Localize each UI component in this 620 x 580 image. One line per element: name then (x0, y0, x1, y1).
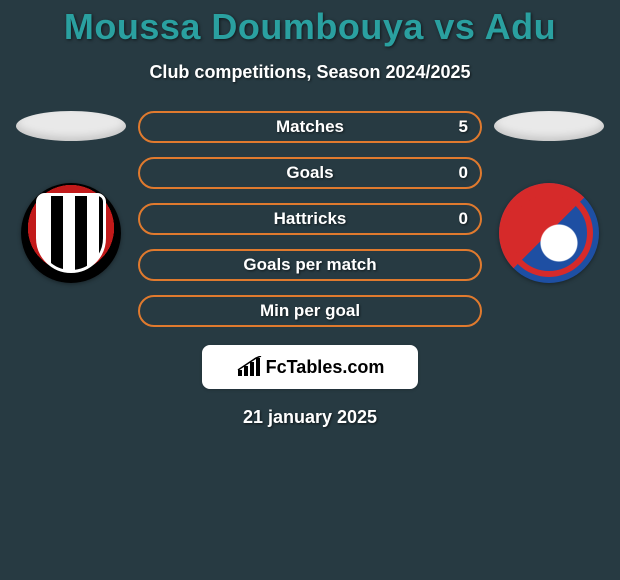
bar-chart-icon (236, 356, 262, 378)
stat-label: Goals (286, 163, 333, 183)
fctables-logo-text: FcTables.com (266, 357, 385, 378)
stat-right-value: 0 (459, 163, 468, 183)
stat-row-goals-per-match: Goals per match (138, 249, 482, 281)
subtitle: Club competitions, Season 2024/2025 (0, 62, 620, 83)
stat-label: Matches (276, 117, 344, 137)
stat-label: Goals per match (243, 255, 376, 275)
stat-label: Min per goal (260, 301, 360, 321)
stat-row-goals: Goals 0 (138, 157, 482, 189)
left-column (6, 111, 136, 327)
club-badge-right (499, 183, 599, 283)
stat-row-min-per-goal: Min per goal (138, 295, 482, 327)
club-badge-left-shield (36, 193, 106, 273)
stat-right-value: 5 (459, 117, 468, 137)
stat-row-matches: Matches 5 (138, 111, 482, 143)
main-layout: Matches 5 Goals 0 Hattricks 0 Goals per … (0, 111, 620, 327)
stat-row-hattricks: Hattricks 0 (138, 203, 482, 235)
comparison-card: Moussa Doumbouya vs Adu Club competition… (0, 0, 620, 580)
stat-label: Hattricks (274, 209, 347, 229)
right-column (484, 111, 614, 327)
page-title: Moussa Doumbouya vs Adu (0, 0, 620, 48)
stat-right-value: 0 (459, 209, 468, 229)
club-badge-right-ring (505, 189, 593, 277)
generation-date: 21 january 2025 (0, 407, 620, 428)
player-left-placeholder (16, 111, 126, 141)
club-badge-left (21, 183, 121, 283)
fctables-logo: FcTables.com (202, 345, 418, 389)
stats-list: Matches 5 Goals 0 Hattricks 0 Goals per … (136, 111, 484, 327)
player-right-placeholder (494, 111, 604, 141)
